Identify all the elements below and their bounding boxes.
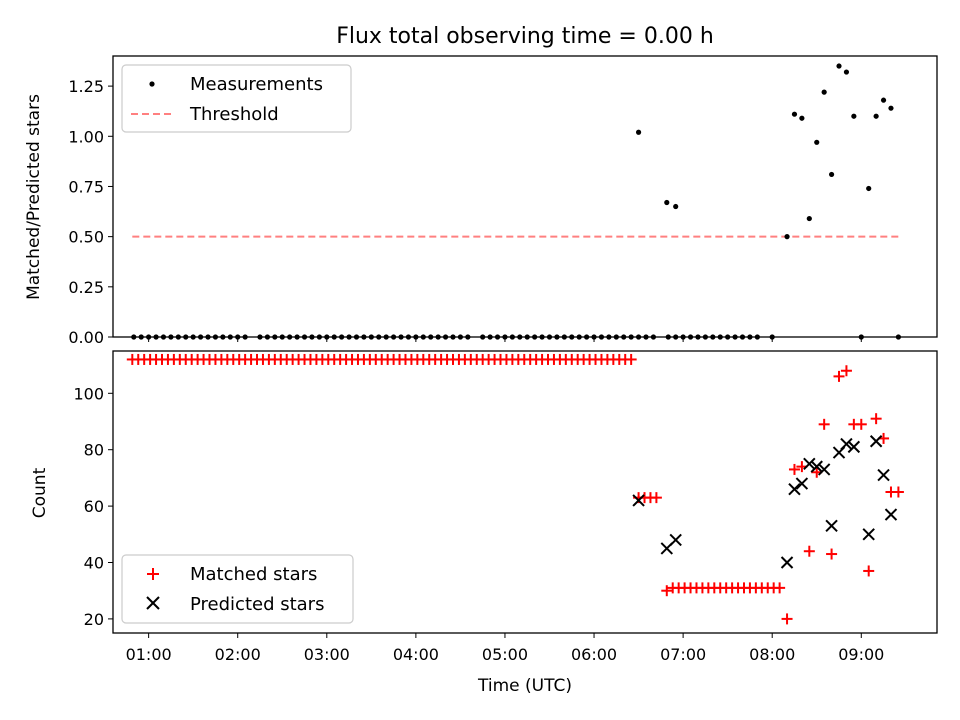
top-ytick-label: 0.00 [68, 328, 104, 347]
predicted-star-point [669, 533, 682, 547]
matched-star-point [863, 565, 875, 577]
measurement-point [866, 185, 872, 192]
predicted-star-point [795, 477, 809, 490]
xtick-label: 04:00 [393, 645, 439, 664]
bottom-y-ticks: 20 40 60 80 100 [73, 384, 113, 629]
measurement-point [880, 97, 887, 103]
predicted-star-point [847, 440, 861, 454]
predicted-star-point [862, 528, 875, 541]
bottom-ytick-label: 100 [73, 384, 104, 403]
legend-marker-measurements [149, 81, 155, 87]
xtick-label: 09:00 [838, 645, 884, 664]
bottom-panel: 20 40 60 80 100 01:00 02:00 03:00 04:00 05:00 06:… [30, 337, 938, 696]
predicted-star-point [869, 435, 883, 448]
top-legend: Measurements Threshold [121, 64, 352, 133]
count-points [126, 353, 904, 625]
measurement-point [635, 129, 642, 135]
matched-star-point [774, 582, 786, 594]
legend-label-measurements: Measurements [190, 74, 323, 95]
matched-star-point [650, 492, 662, 504]
xtick-label: 02:00 [215, 645, 261, 664]
legend-label-predicted: Predicted stars [190, 594, 324, 615]
predicted-star-point [840, 437, 853, 451]
matched-star-point [840, 365, 852, 377]
predicted-star-point [825, 519, 838, 533]
top-y-axis-label: Matched/Predicted stars [24, 94, 44, 300]
measurement-point [799, 115, 805, 121]
xtick-label: 05:00 [482, 645, 528, 664]
top-y-ticks: 0.00 0.25 0.50 0.75 1.00 1.25 [68, 77, 113, 347]
bottom-ytick-label: 60 [84, 497, 104, 516]
matched-star-point [818, 418, 830, 430]
measurement-point [821, 89, 827, 95]
measurement-point [836, 63, 842, 69]
top-ytick-label: 1.00 [68, 127, 104, 146]
predicted-star-point [803, 457, 816, 471]
measurement-point [843, 69, 850, 75]
predicted-star-point [817, 463, 831, 476]
matched-star-point [781, 613, 793, 625]
top-ytick-label: 0.75 [68, 177, 104, 196]
measurement-point [664, 199, 670, 206]
bottom-ytick-label: 40 [84, 554, 104, 573]
matched-star-point [625, 353, 637, 365]
bottom-ytick-label: 20 [84, 610, 104, 629]
top-legend-box [121, 64, 352, 133]
predicted-star-point [810, 460, 823, 473]
xtick-label: 03:00 [304, 645, 350, 664]
chart-title: Flux total observing time = 0.00 h [336, 24, 714, 49]
measurement-point [873, 113, 879, 119]
bottom-ytick-label: 80 [84, 441, 104, 460]
matched-star-point [833, 370, 845, 382]
matched-star-point [826, 548, 838, 560]
measurement-point [673, 203, 679, 210]
measurement-point [791, 111, 798, 117]
matched-star-point [788, 463, 800, 475]
predicted-star-point [884, 508, 898, 521]
predicted-star-point [780, 556, 794, 569]
xtick-label: 06:00 [571, 645, 617, 664]
measurement-points [131, 63, 901, 340]
top-frame [112, 55, 938, 338]
matched-star-point [803, 545, 815, 557]
predicted-star-point [788, 482, 801, 496]
predicted-star-point [877, 468, 890, 482]
bottom-y-axis-label: Count [30, 467, 50, 518]
top-ytick-label: 0.25 [68, 278, 104, 297]
x-axis-label: Time (UTC) [477, 676, 572, 696]
xtick-label: 01:00 [126, 645, 172, 664]
matched-star-point [855, 418, 867, 430]
bottom-frame [112, 350, 938, 634]
legend-marker-predicted [146, 596, 160, 610]
top-ytick-label: 0.50 [68, 228, 104, 247]
legend-label-matched: Matched stars [190, 564, 317, 585]
measurement-point [888, 105, 894, 111]
measurement-point [828, 171, 835, 178]
matched-star-point [892, 486, 904, 498]
matched-star-point [661, 585, 673, 597]
top-panel: 0.00 0.25 0.50 0.75 1.00 1.25 Matched/Predict… [24, 55, 938, 347]
bottom-legend: Matched stars Predicted stars [121, 554, 354, 624]
top-ytick-label: 1.25 [68, 77, 104, 96]
measurement-point [784, 234, 790, 240]
measurement-point [814, 139, 820, 145]
matched-star-point [870, 413, 882, 425]
measurement-point [851, 113, 857, 119]
legend-marker-matched [147, 568, 159, 580]
xtick-label: 07:00 [660, 645, 706, 664]
measurement-point [806, 215, 812, 222]
x-ticks: 01:00 02:00 03:00 04:00 05:00 06:00 07:00 08:00… [126, 337, 884, 664]
bottom-legend-box [121, 554, 354, 624]
legend-label-threshold: Threshold [189, 104, 279, 125]
predicted-star-point [632, 494, 645, 507]
xtick-label: 08:00 [749, 645, 795, 664]
